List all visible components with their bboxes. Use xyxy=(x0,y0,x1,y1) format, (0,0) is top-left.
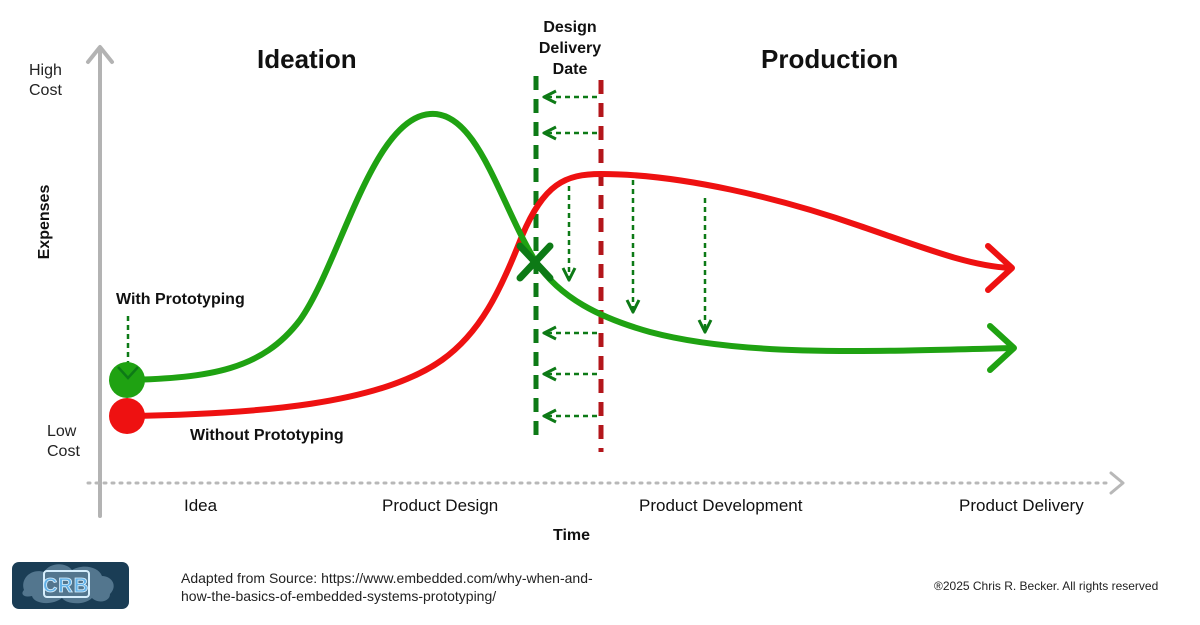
crb-logo xyxy=(12,562,129,609)
copyright-notice: ®2025 Chris R. Becker. All rights reserv… xyxy=(934,579,1159,593)
high-cost-line-1: High xyxy=(29,62,62,79)
with-prototyping-label: With Prototyping xyxy=(116,291,245,308)
stage-label-product-delivery: Product Delivery xyxy=(959,496,1084,515)
high-cost-label: High Cost xyxy=(29,61,62,101)
low-cost-line-2: Cost xyxy=(47,443,80,460)
ideation-title: Ideation xyxy=(257,44,357,74)
design-delivery-date-label: Design Delivery Date xyxy=(520,17,620,80)
without-prototyping-arrowhead xyxy=(985,243,1015,293)
stage-label-product-development: Product Development xyxy=(639,496,803,515)
source-line-1: Adapted from Source: https://www.embedde… xyxy=(181,570,593,586)
low-cost-line-1: Low xyxy=(47,423,77,440)
source-line-2: how-the-basics-of-embedded-systems-proto… xyxy=(181,588,497,604)
production-title: Production xyxy=(761,44,899,74)
high-cost-line-2: Cost xyxy=(29,82,62,99)
milestone-line-2: Delivery xyxy=(538,40,602,57)
stage-label-product-design: Product Design xyxy=(382,496,499,515)
with-prototyping-arrowhead xyxy=(987,323,1017,373)
stage-label-idea: Idea xyxy=(184,496,218,515)
with-prototyping-curve xyxy=(124,110,1015,383)
milestone-line-1: Design xyxy=(543,19,597,36)
y-axis-title: Expenses xyxy=(36,184,53,260)
crossover-x-mark xyxy=(516,242,554,282)
with-prototyping-start-dot xyxy=(109,362,145,398)
start-dot-arrowhead xyxy=(117,366,139,380)
cost-reduction-arrows xyxy=(128,180,705,378)
y-axis-arrowhead xyxy=(86,45,114,64)
low-cost-label: Low Cost xyxy=(47,422,80,462)
without-prototyping-label: Without Prototyping xyxy=(190,427,344,444)
without-prototyping-curve xyxy=(124,170,1013,419)
without-prototyping-start-dot xyxy=(109,398,145,434)
x-axis-title: Time xyxy=(553,527,591,544)
source-citation: Adapted from Source: https://www.embedde… xyxy=(181,569,593,605)
schedule-shift-arrows xyxy=(544,97,597,416)
x-axis-arrowhead xyxy=(1109,471,1125,495)
milestone-line-3: Date xyxy=(552,61,588,78)
